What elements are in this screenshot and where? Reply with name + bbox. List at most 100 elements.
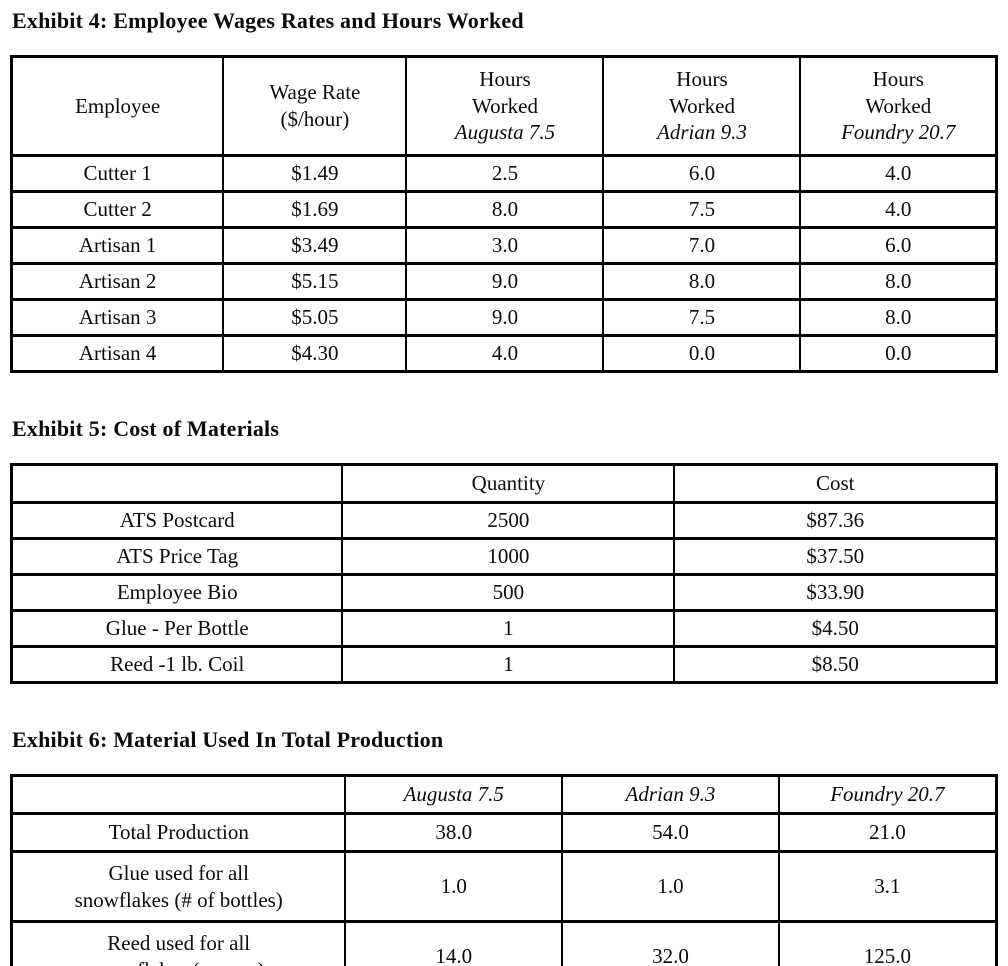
table-row: Cutter 2 $1.69 8.0 7.5 4.0 [10,190,998,229]
cell-hours-augusta: 9.0 [405,298,605,337]
header-text: Worked [471,93,538,118]
cell-hours-adrian: 6.0 [602,154,802,193]
table-row: Cutter 1 $1.49 2.5 6.0 4.0 [10,154,998,193]
column-header-hours-augusta: Hours Worked Augusta 7.5 [405,55,605,157]
exhibit6-header-row: Augusta 7.5 Adrian 9.3 Foundry 20.7 [10,774,998,815]
cell-cost: $33.90 [673,573,998,612]
table-row: Artisan 2 $5.15 9.0 8.0 8.0 [10,262,998,301]
cell-employee: Artisan 2 [10,262,225,301]
cell-hours-augusta: 2.5 [405,154,605,193]
cell-hours-augusta: 9.0 [405,262,605,301]
cell-hours-foundry: 0.0 [799,334,998,373]
label-line: snowflakes (ounces) [17,957,340,966]
cell-item: Glue - Per Bottle [10,609,344,648]
table-row: ATS Postcard 2500 $87.36 [10,501,998,540]
cell-hours-augusta: 8.0 [405,190,605,229]
cell-employee: Cutter 1 [10,154,225,193]
table-row: Artisan 4 $4.30 4.0 0.0 0.0 [10,334,998,373]
header-text: Wage Rate [269,80,361,105]
cell-augusta: 38.0 [344,812,564,853]
cell-employee: Artisan 4 [10,334,225,373]
table-row: Artisan 1 $3.49 3.0 7.0 6.0 [10,226,998,265]
header-product-name: Adrian 9.3 [657,120,747,145]
exhibit5-title: Exhibit 5: Cost of Materials [12,416,280,441]
cell-hours-foundry: 8.0 [799,298,998,337]
cell-hours-foundry: 4.0 [799,154,998,193]
table-row: Glue - Per Bottle 1 $4.50 [10,609,998,648]
table-row: Reed used for all snowflakes (ounces) 14… [10,920,998,966]
cell-hours-foundry: 6.0 [799,226,998,265]
column-header-cost: Cost [673,463,998,504]
cell-foundry: 125.0 [777,920,998,966]
column-header-quantity: Quantity [341,463,676,504]
cell-wage-rate: $3.49 [222,226,408,265]
cell-wage-rate: $5.05 [222,298,408,337]
table-row: ATS Price Tag 1000 $37.50 [10,537,998,576]
table-row: Reed -1 lb. Coil 1 $8.50 [10,645,998,684]
cell-wage-rate: $5.15 [222,262,408,301]
exhibit6-title: Exhibit 6: Material Used In Total Produc… [12,727,444,752]
cell-hours-augusta: 3.0 [405,226,605,265]
header-text: Hours [676,66,728,91]
cell-quantity: 1 [341,609,676,648]
cell-cost: $8.50 [673,645,998,684]
cell-material-label: Total Production [10,812,347,853]
cell-foundry: 21.0 [777,812,998,853]
exhibit4-title: Exhibit 4: Employee Wages Rates and Hour… [12,8,524,33]
column-header-item [10,463,344,504]
cell-quantity: 500 [341,573,676,612]
cell-augusta: 1.0 [344,850,564,923]
cell-hours-adrian: 7.0 [602,226,802,265]
header-product-name: Augusta 7.5 [454,120,556,145]
exhibit6-table-wrap: Augusta 7.5 Adrian 9.3 Foundry 20.7 Tota… [10,774,998,966]
cell-hours-adrian: 7.5 [602,190,802,229]
cell-hours-foundry: 8.0 [799,262,998,301]
cell-item: ATS Postcard [10,501,344,540]
column-header-wage-rate: Wage Rate ($/hour) [222,55,408,157]
cell-wage-rate: $1.49 [222,154,408,193]
header-text: Hours [479,66,531,91]
cell-hours-adrian: 0.0 [602,334,802,373]
table-row: Total Production 38.0 54.0 21.0 [10,812,998,853]
cell-material-label: Reed used for all snowflakes (ounces) [10,920,347,966]
column-header-item [10,774,347,815]
header-product-name: Foundry 20.7 [841,120,956,145]
exhibit4-table: Employee Wage Rate ($/hour) Hours Worked… [10,55,998,373]
header-text: Worked [668,93,735,118]
cell-wage-rate: $1.69 [222,190,408,229]
cell-employee: Cutter 2 [10,190,225,229]
column-header-foundry: Foundry 20.7 [777,774,998,815]
cell-augusta: 14.0 [344,920,564,966]
exhibit5-table: Quantity Cost ATS Postcard 2500 $87.36 A… [10,463,998,684]
cell-quantity: 1000 [341,537,676,576]
header-text: ($/hour) [280,107,350,131]
column-header-hours-foundry: Hours Worked Foundry 20.7 [799,55,998,157]
cell-item: ATS Price Tag [10,537,344,576]
column-header-employee: Employee [10,55,225,157]
header-text: Employee [75,93,161,118]
cell-item: Reed -1 lb. Coil [10,645,344,684]
cell-adrian: 54.0 [561,812,780,853]
label-line: Reed used for all [107,930,251,955]
header-text: Worked [865,93,932,118]
exhibit6-table: Augusta 7.5 Adrian 9.3 Foundry 20.7 Tota… [10,774,998,966]
column-header-augusta: Augusta 7.5 [344,774,564,815]
exhibit5-header-row: Quantity Cost [10,463,998,504]
cell-hours-adrian: 8.0 [602,262,802,301]
cell-employee: Artisan 1 [10,226,225,265]
table-row: Employee Bio 500 $33.90 [10,573,998,612]
label-line: snowflakes (# of bottles) [74,887,283,912]
cell-foundry: 3.1 [777,850,998,923]
cell-quantity: 2500 [341,501,676,540]
cell-wage-rate: $4.30 [222,334,408,373]
cell-hours-augusta: 4.0 [405,334,605,373]
cell-quantity: 1 [341,645,676,684]
cell-cost: $4.50 [673,609,998,648]
cell-employee: Artisan 3 [10,298,225,337]
exhibit4-header-row: Employee Wage Rate ($/hour) Hours Worked… [10,55,998,157]
cell-cost: $87.36 [673,501,998,540]
label-line: Glue used for all [108,860,249,885]
cell-material-label: Glue used for all snowflakes (# of bottl… [10,850,347,923]
table-row: Artisan 3 $5.05 9.0 7.5 8.0 [10,298,998,337]
